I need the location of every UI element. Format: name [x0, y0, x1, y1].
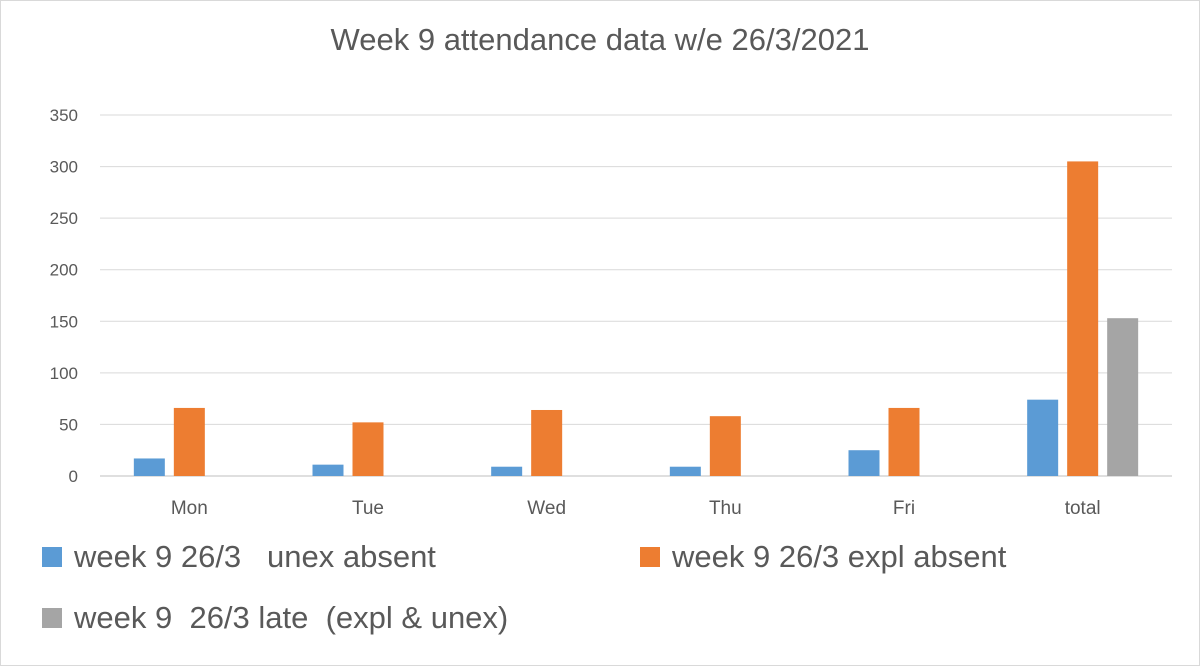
x-tick-label: Tue	[352, 498, 384, 519]
legend-item-unex-absent: week 9 26/3 unex absent	[42, 537, 436, 577]
x-tick-label: total	[1065, 498, 1101, 519]
x-tick-label: Thu	[709, 498, 742, 519]
bar	[848, 450, 880, 476]
x-tick-label: Fri	[893, 498, 915, 519]
y-tick-label: 50	[59, 415, 78, 434]
x-tick-label: Wed	[527, 498, 566, 519]
legend-swatch-late	[42, 608, 62, 628]
bar	[1107, 318, 1139, 476]
bar	[352, 422, 384, 476]
y-tick-label: 200	[50, 261, 78, 280]
bar	[531, 409, 563, 476]
y-tick-label: 0	[69, 467, 78, 486]
bar	[888, 407, 920, 476]
chart-title: Week 9 attendance data w/e 26/3/2021	[330, 22, 870, 57]
x-tick-label: Mon	[171, 498, 208, 519]
legend-label-unex-absent: week 9 26/3 unex absent	[74, 539, 436, 574]
legend-swatch-expl-absent	[640, 547, 660, 567]
bar	[709, 416, 741, 476]
bar	[173, 407, 205, 476]
bar	[1027, 399, 1059, 476]
y-tick-label: 150	[50, 312, 78, 331]
y-tick-label: 300	[50, 158, 78, 177]
legend-label-expl-absent: week 9 26/3 expl absent	[672, 539, 1007, 574]
y-tick-label: 350	[50, 106, 78, 125]
bar	[669, 466, 701, 476]
bar	[133, 458, 165, 476]
legend-item-expl-absent: week 9 26/3 expl absent	[640, 537, 1006, 577]
bar	[1067, 161, 1099, 476]
bar	[312, 464, 344, 476]
legend-swatch-unex-absent	[42, 547, 62, 567]
legend-label-late: week 9 26/3 late (expl & unex)	[74, 600, 509, 635]
y-tick-label: 250	[50, 209, 78, 228]
bar	[491, 466, 523, 476]
legend-item-late: week 9 26/3 late (expl & unex)	[42, 598, 508, 638]
y-tick-label: 100	[50, 364, 78, 383]
